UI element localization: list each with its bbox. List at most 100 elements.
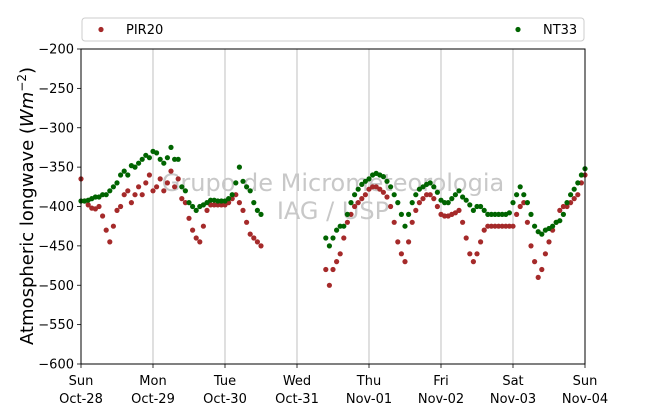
data-point bbox=[132, 164, 138, 170]
data-point bbox=[434, 189, 440, 195]
data-point bbox=[355, 186, 361, 192]
legend-label-nt33: NT33 bbox=[543, 23, 577, 38]
data-point bbox=[218, 198, 224, 204]
data-point bbox=[384, 194, 390, 200]
data-point bbox=[481, 207, 487, 213]
data-point bbox=[168, 168, 174, 174]
data-point bbox=[85, 202, 91, 208]
data-point bbox=[229, 196, 235, 202]
y-tick-label: −550 bbox=[38, 318, 74, 333]
data-point bbox=[427, 180, 433, 186]
data-point bbox=[362, 192, 368, 198]
data-point bbox=[499, 223, 505, 229]
data-point bbox=[514, 192, 520, 198]
data-point bbox=[240, 207, 246, 213]
data-point bbox=[575, 180, 581, 186]
y-tick-label: −300 bbox=[38, 121, 74, 136]
series-nt33 bbox=[78, 144, 588, 249]
y-tick-label: −200 bbox=[38, 43, 74, 58]
watermark-line-1: Grupo de Micrometeorologia bbox=[162, 169, 504, 197]
data-point bbox=[157, 156, 163, 162]
data-point bbox=[182, 200, 188, 206]
data-point bbox=[110, 223, 116, 229]
data-point bbox=[114, 207, 120, 213]
data-point bbox=[204, 207, 210, 213]
data-point bbox=[578, 180, 585, 186]
data-point bbox=[478, 203, 484, 210]
data-point bbox=[474, 251, 480, 257]
data-point bbox=[485, 223, 491, 229]
data-point bbox=[114, 180, 120, 186]
data-point bbox=[200, 223, 206, 229]
y-axis: −200 −250 −300 −350 −400 −450 −500 −550 −600 bbox=[38, 43, 81, 373]
data-point bbox=[323, 266, 329, 273]
data-point bbox=[258, 243, 264, 249]
data-point bbox=[532, 223, 538, 229]
x-tick-label-date: Oct-31 bbox=[275, 392, 319, 407]
data-point bbox=[190, 203, 196, 210]
data-point bbox=[330, 235, 336, 241]
data-point bbox=[575, 192, 581, 198]
data-point bbox=[150, 188, 156, 194]
x-tick-label-date: Oct-28 bbox=[59, 392, 103, 407]
data-point bbox=[478, 239, 484, 245]
data-point bbox=[510, 200, 516, 206]
data-point bbox=[132, 192, 138, 198]
data-point bbox=[539, 231, 545, 237]
data-point bbox=[431, 184, 437, 190]
data-point bbox=[492, 223, 498, 229]
data-point bbox=[467, 202, 473, 208]
legend: PIR20 NT33 bbox=[81, 17, 585, 42]
data-point bbox=[359, 181, 365, 187]
watermark: Grupo de Micrometeorologia IAG / USP bbox=[162, 169, 504, 225]
x-tick-label-date: Oct-30 bbox=[203, 392, 247, 407]
data-point bbox=[125, 188, 131, 194]
data-point bbox=[434, 203, 440, 210]
data-point bbox=[413, 192, 419, 198]
x-tick-label-date: Nov-02 bbox=[418, 392, 464, 407]
data-point bbox=[413, 207, 419, 213]
data-point bbox=[175, 176, 181, 182]
data-point bbox=[326, 243, 332, 249]
data-point bbox=[528, 211, 534, 217]
data-point bbox=[341, 235, 347, 241]
data-point bbox=[442, 213, 448, 219]
data-point bbox=[193, 235, 199, 241]
data-point bbox=[121, 168, 127, 174]
y-tick-label: −450 bbox=[38, 239, 74, 254]
x-axis: Sun Oct-28 Mon Oct-29 Tue Oct-30 Wed Oct-31 Thu N… bbox=[59, 364, 608, 407]
data-point bbox=[456, 188, 462, 194]
data-point bbox=[330, 266, 336, 273]
data-point bbox=[348, 200, 354, 206]
data-point bbox=[427, 192, 433, 198]
data-point bbox=[236, 200, 242, 206]
data-point bbox=[352, 192, 358, 198]
data-point bbox=[323, 235, 329, 241]
data-point bbox=[215, 202, 221, 208]
y-tick-label: −250 bbox=[38, 82, 74, 97]
data-point bbox=[463, 235, 469, 241]
data-point bbox=[139, 192, 145, 198]
data-point bbox=[334, 259, 340, 265]
data-point bbox=[571, 196, 577, 202]
data-point bbox=[100, 213, 106, 219]
data-point bbox=[344, 219, 350, 225]
data-point bbox=[402, 259, 408, 265]
data-point bbox=[528, 243, 534, 249]
data-point bbox=[398, 251, 404, 257]
data-point bbox=[168, 144, 174, 150]
data-point bbox=[391, 192, 397, 198]
data-point bbox=[118, 172, 124, 178]
data-point bbox=[190, 227, 196, 233]
x-tick-label-date: Nov-01 bbox=[346, 392, 392, 407]
data-point bbox=[218, 202, 224, 208]
data-point bbox=[449, 196, 455, 202]
x-tick-label-day: Thu bbox=[356, 374, 381, 389]
data-point bbox=[348, 211, 354, 217]
data-point bbox=[258, 211, 264, 217]
data-point bbox=[247, 231, 253, 237]
data-point bbox=[395, 239, 401, 245]
data-point bbox=[247, 188, 253, 194]
data-point bbox=[226, 196, 232, 202]
data-point bbox=[244, 184, 250, 190]
